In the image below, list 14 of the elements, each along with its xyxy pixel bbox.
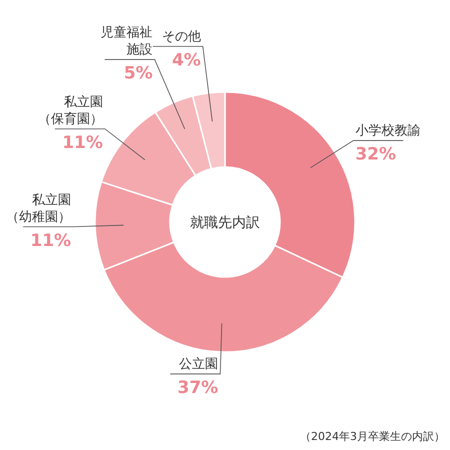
slice-label: 私立園（幼稚園）: [6, 192, 72, 225]
slice-label: その他: [162, 29, 201, 44]
data-label: 11%: [30, 230, 72, 251]
data-label: 32%: [355, 144, 396, 165]
data-label: 37%: [178, 378, 218, 398]
text: 就職先内訳: [190, 215, 260, 231]
slice-label: 私立園（保育園）: [38, 94, 103, 127]
text: （2024年3月卒業生の内訳）: [300, 430, 445, 443]
slice-label: 公立園: [179, 356, 218, 372]
data-label: 5%: [124, 64, 153, 84]
data-label: 11%: [62, 132, 103, 153]
slice-label: 児童福祉施設: [100, 24, 153, 58]
slice-label: 小学校教諭: [355, 124, 420, 139]
data-label: 4%: [172, 50, 201, 70]
